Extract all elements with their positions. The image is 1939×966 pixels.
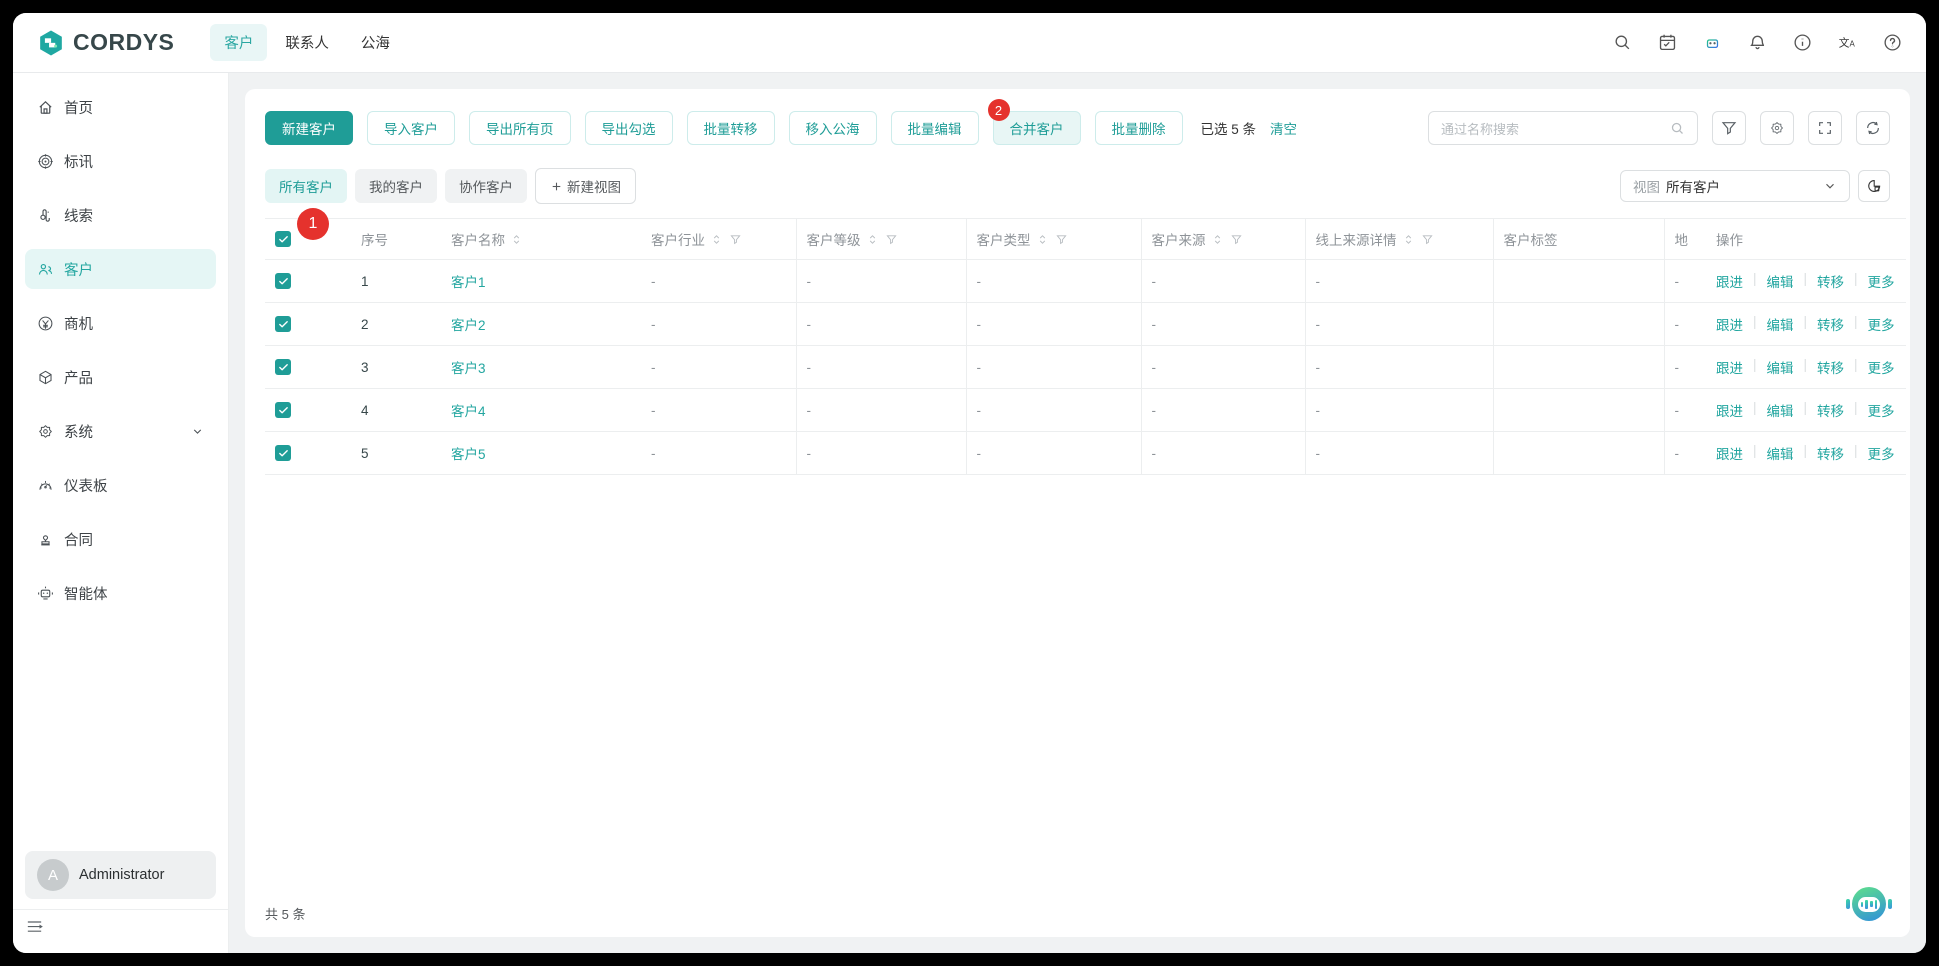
svg-text:文A: 文A [1839, 36, 1856, 49]
